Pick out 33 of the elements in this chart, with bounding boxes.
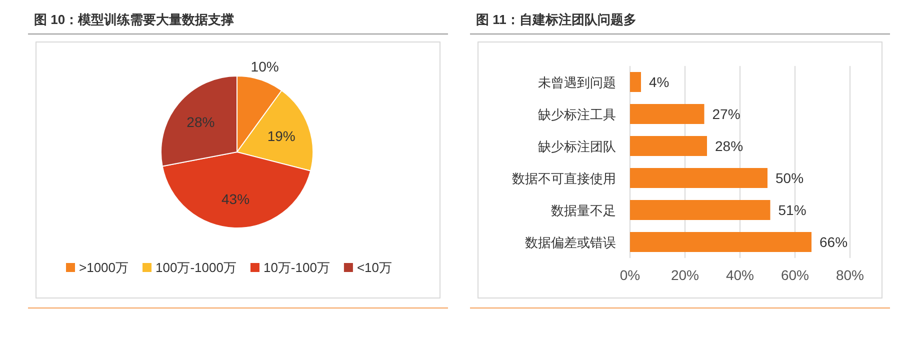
- chart-title: 图 10：模型训练需要大量数据支撑: [34, 12, 234, 27]
- bar: [630, 136, 707, 156]
- data-label: 66%: [820, 234, 848, 250]
- data-label: 43%: [222, 191, 250, 208]
- y-tick-label: 数据量不足: [551, 203, 616, 218]
- y-tick-label: 缺少标注团队: [538, 139, 616, 154]
- data-label: 28%: [186, 114, 215, 130]
- legend-label: 100万-1000万: [156, 260, 236, 275]
- x-tick-label: 40%: [726, 267, 754, 283]
- x-tick-label: 20%: [670, 267, 700, 283]
- data-label: 28%: [715, 138, 744, 154]
- chart-title: 图 11：自建标注团队问题多: [476, 12, 636, 27]
- y-tick-label: 数据偏差或错误: [525, 235, 616, 250]
- y-tick-label: 缺少标注工具: [538, 107, 616, 122]
- x-tick-label: 0%: [620, 267, 640, 283]
- bar: [630, 200, 770, 220]
- y-tick-label: 未曾遇到问题: [538, 75, 616, 90]
- legend-label: >1000万: [79, 260, 129, 275]
- bar: [630, 72, 641, 92]
- data-label: 19%: [267, 128, 296, 144]
- x-tick-label: 60%: [780, 267, 810, 283]
- data-label: 4%: [649, 74, 670, 90]
- data-label: 50%: [776, 170, 804, 186]
- legend-label: 10万-100万: [263, 260, 330, 275]
- bar: [630, 168, 768, 188]
- data-label: 27%: [712, 106, 740, 122]
- y-tick-label: 数据不可直接使用: [512, 171, 616, 186]
- legend-label: <10万: [356, 260, 392, 275]
- bar: [630, 104, 704, 124]
- data-label: 10%: [250, 58, 279, 74]
- data-label: 51%: [778, 202, 806, 218]
- x-tick-label: 80%: [836, 267, 864, 283]
- bar: [630, 232, 812, 252]
